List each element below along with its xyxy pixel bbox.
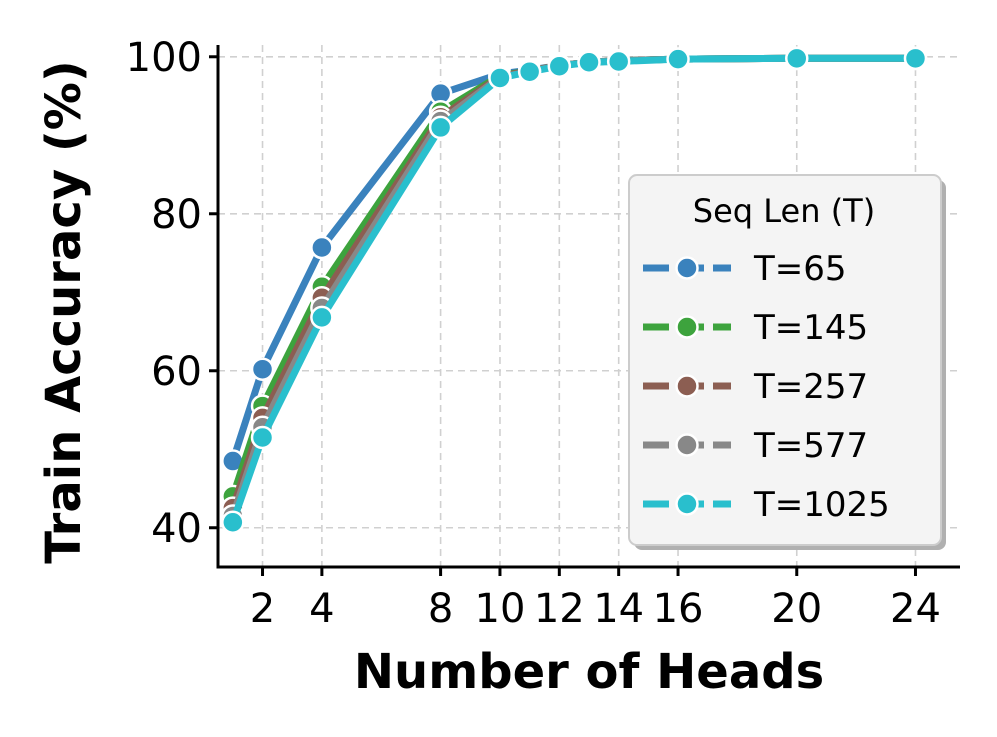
x-tick-label: 14 bbox=[593, 586, 644, 632]
y-tick-label: 100 bbox=[126, 35, 202, 81]
data-point bbox=[903, 46, 928, 71]
legend-item: T=65 bbox=[643, 249, 847, 289]
x-tick-label: 12 bbox=[534, 586, 585, 632]
legend-label: T=145 bbox=[753, 308, 868, 348]
y-tick-label: 60 bbox=[151, 349, 202, 395]
legend-items: T=65 T=145 T=257 T=577 T=1025 bbox=[643, 249, 890, 525]
tick-labels: 2 4 8 10 12 14 16 20 24 40 60 80 100 bbox=[126, 35, 941, 632]
data-point bbox=[310, 305, 334, 330]
series-layer bbox=[221, 46, 928, 535]
data-point bbox=[785, 46, 809, 71]
y-axis-title: Train Accuracy (%) bbox=[36, 60, 92, 564]
data-point bbox=[606, 49, 631, 74]
legend-label: T=65 bbox=[753, 249, 847, 289]
legend-item: T=145 bbox=[643, 308, 868, 348]
x-tick-label: 2 bbox=[250, 586, 275, 632]
legend: Seq Len (T) T=65 T=145 T=257 T=577 T=1025 bbox=[628, 174, 946, 550]
legend-label: T=257 bbox=[753, 367, 868, 407]
data-point bbox=[250, 425, 275, 450]
legend-frame bbox=[628, 174, 942, 546]
series-line bbox=[229, 54, 919, 526]
legend-item: T=1025 bbox=[643, 485, 890, 525]
data-point bbox=[517, 59, 542, 84]
data-point bbox=[577, 50, 601, 75]
x-tick-label: 16 bbox=[653, 586, 704, 632]
legend-item: T=577 bbox=[643, 426, 868, 466]
data-point bbox=[488, 66, 512, 90]
legend-title: Seq Len (T) bbox=[693, 192, 875, 230]
legend-item: T=257 bbox=[643, 367, 868, 407]
x-tick-label: 4 bbox=[309, 586, 334, 632]
y-tick-label: 40 bbox=[151, 506, 202, 552]
axes bbox=[216, 45, 960, 569]
legend-swatch-marker bbox=[675, 374, 699, 398]
x-tick-label: 24 bbox=[890, 586, 941, 632]
x-tick-label: 10 bbox=[475, 586, 526, 632]
data-point bbox=[666, 47, 690, 71]
series-t-1025 bbox=[221, 46, 928, 535]
x-axis-title: Number of Heads bbox=[354, 644, 824, 700]
legend-swatch-marker bbox=[675, 492, 699, 516]
legend-label: T=577 bbox=[753, 426, 868, 466]
data-point bbox=[221, 510, 245, 535]
data-point bbox=[428, 115, 453, 140]
legend-label: T=1025 bbox=[753, 485, 890, 525]
data-point bbox=[250, 357, 275, 381]
data-point bbox=[310, 235, 334, 260]
x-tick-label: 8 bbox=[428, 586, 453, 632]
x-tick-label: 20 bbox=[771, 586, 822, 632]
legend-swatch-marker bbox=[675, 433, 699, 457]
y-tick-label: 80 bbox=[151, 192, 202, 238]
legend-swatch-marker bbox=[675, 315, 699, 339]
data-point bbox=[547, 54, 572, 78]
legend-swatch-marker bbox=[675, 256, 699, 280]
